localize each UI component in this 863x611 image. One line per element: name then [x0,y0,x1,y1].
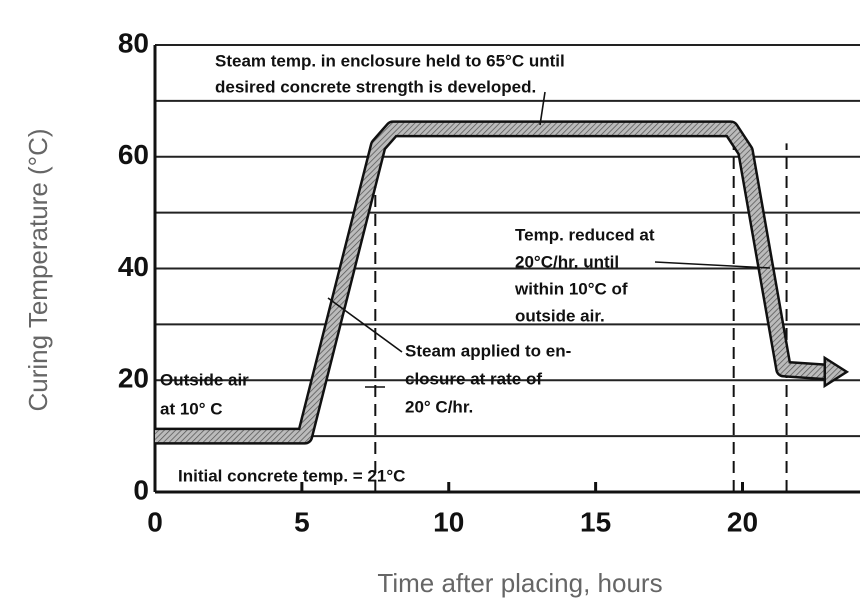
x-tick-label: 10 [433,506,464,537]
annotations: Steam temp. in enclosure held to 65°C un… [160,51,655,485]
curve [155,122,826,443]
y-tick-label: 0 [133,474,149,505]
x-tick-label: 15 [580,506,611,537]
annotation: desired concrete strength is developed. [215,77,536,96]
y-axis-label: Curing Temperature (°C) [23,128,53,411]
curve-outline [155,120,826,445]
y-tick-label: 20 [118,363,149,394]
leader-line [654,261,771,269]
x-tick-label: 0 [147,506,163,537]
annotation: Temp. reduced at [515,225,655,244]
annotation: at 10° C [160,399,223,418]
annotation: Steam temp. in enclosure held to 65°C un… [215,51,565,70]
x-tick-label: 20 [727,506,758,537]
x-tick-label: 5 [294,506,310,537]
annotation: Outside air [160,370,249,389]
annotation: closure at rate of [405,369,542,388]
y-tick-label: 40 [118,251,149,282]
annotation: 20°C/hr. until [515,252,619,271]
leaders [327,91,771,388]
annotation: 20° C/hr. [405,397,473,416]
y-tick-label: 80 [118,27,149,58]
annotation: within 10°C of [514,279,628,298]
leader-line [327,297,403,353]
leader-line [539,91,546,126]
arrow-head [823,355,850,389]
x-axis-label: Time after placing, hours [377,568,662,598]
annotation: outside air. [515,306,605,325]
annotation: Steam applied to en- [405,341,571,360]
y-tick-label: 60 [118,139,149,170]
annotation: Initial concrete temp. = 21°C [178,466,405,485]
